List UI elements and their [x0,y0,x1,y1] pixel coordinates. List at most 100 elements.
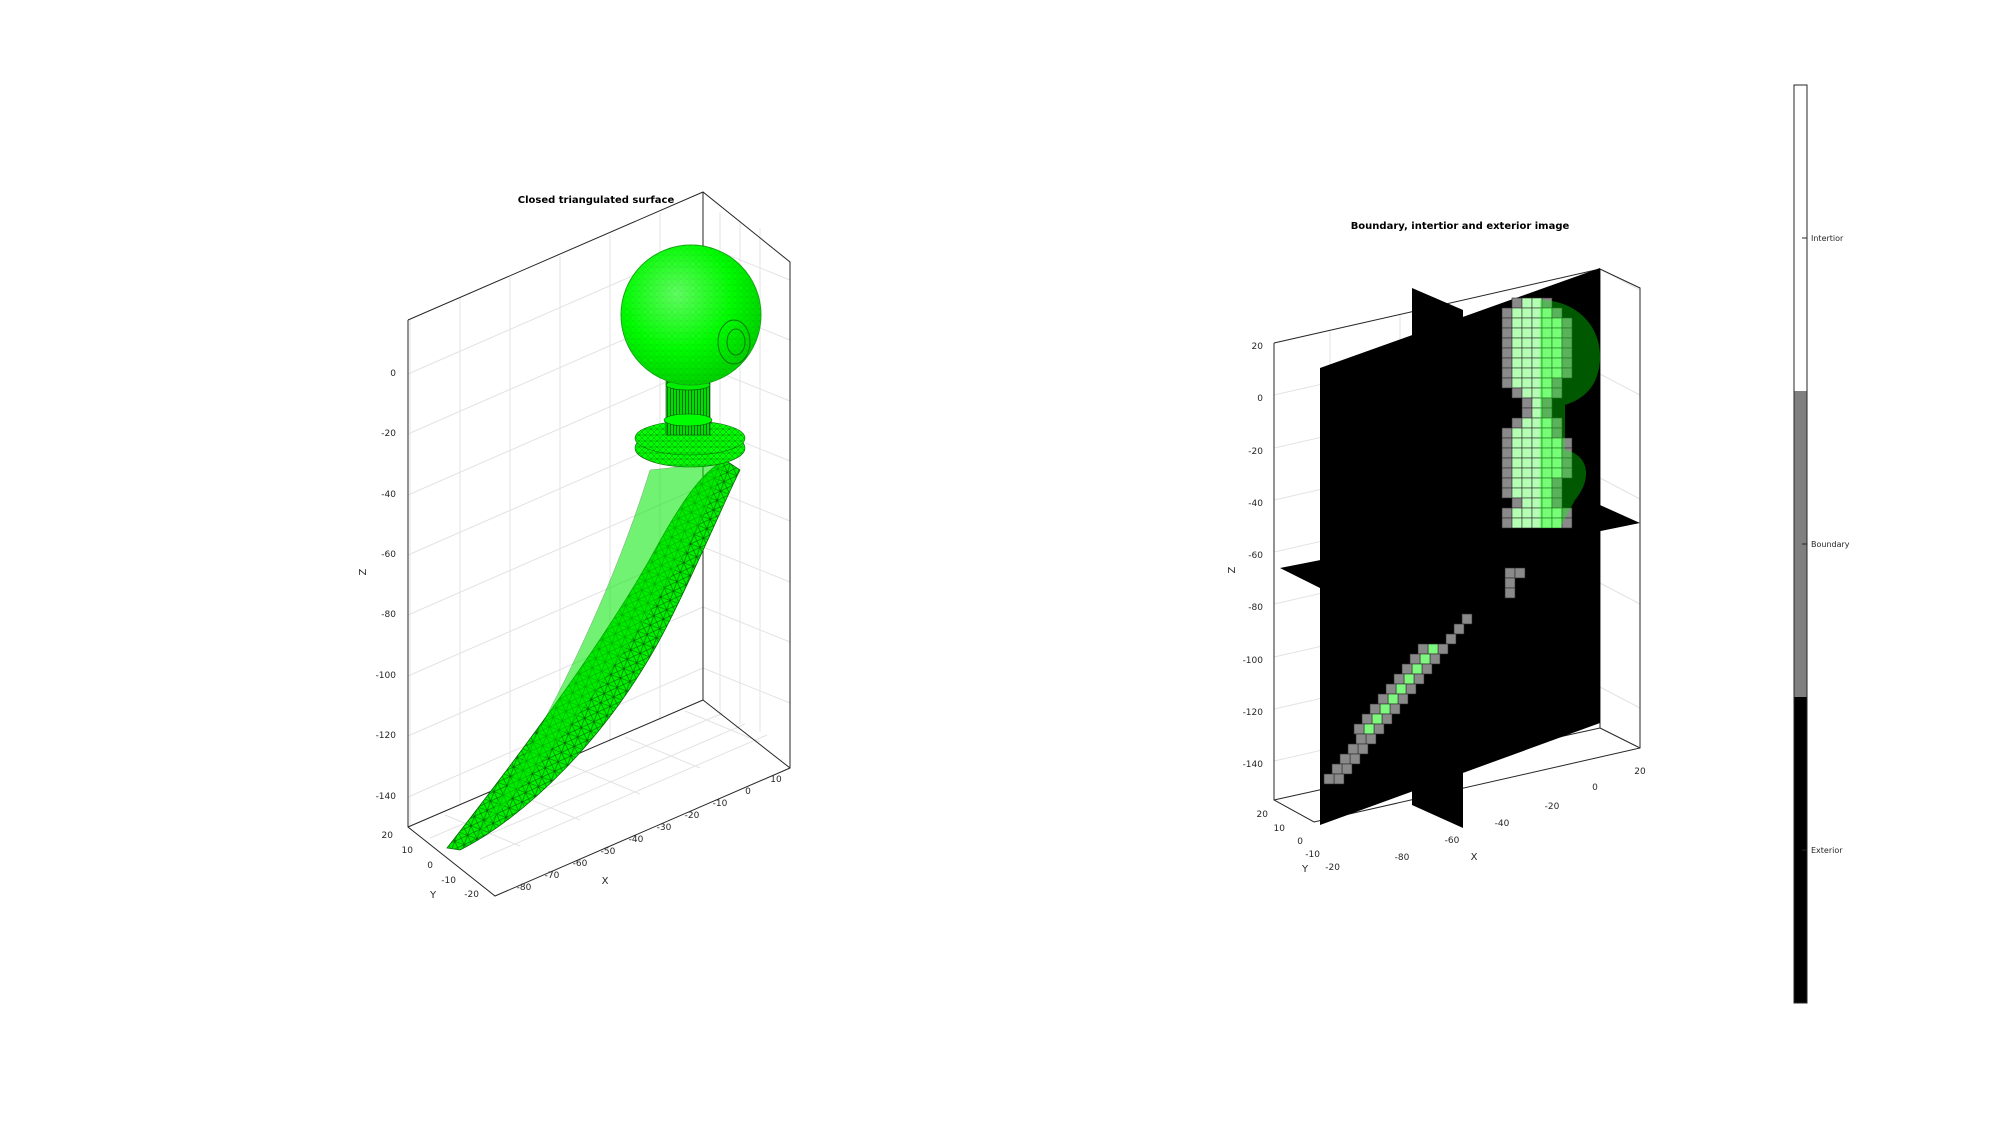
voxel-interior [1511,487,1523,499]
voxel-interior [1521,347,1533,359]
voxel-interior [1403,673,1415,685]
x-axis-label: X [1471,852,1478,863]
x-axis-label: X [602,876,609,887]
voxel-interior [1511,317,1523,329]
y-tick: -20 [464,890,479,900]
voxel-interior [1511,347,1523,359]
voxel-interior [1511,457,1523,469]
voxel-interior [1521,437,1533,449]
left-x-ticks: -80 -70 -60 -50 -40 -30 -20 -10 0 10 X [517,775,782,893]
right-x-ticks: -80 -60 -40 -20 0 20 X [1395,767,1646,863]
voxel-interior [1521,427,1533,439]
z-tick: -60 [1248,551,1263,561]
voxel-boundary [1341,763,1353,775]
voxel-boundary [1373,723,1385,735]
x-tick: -70 [545,871,560,881]
voxel-boundary [1501,457,1513,469]
voxel-boundary [1501,337,1513,349]
right-z-ticks: 20 0 -20 -40 -60 -80 -100 -120 -140 Z [1227,342,1263,770]
voxel-boundary [1339,753,1351,765]
colorbar-label: Exterior [1811,846,1843,855]
z-tick: -120 [1243,708,1264,718]
voxel-boundary [1511,497,1523,509]
z-tick: -120 [376,731,397,741]
voxel-boundary [1501,307,1513,319]
colorbar-label: Intertior [1811,234,1844,243]
z-tick: 20 [1252,342,1264,352]
x-tick: -20 [1545,802,1560,812]
voxel-interior [1427,643,1439,655]
voxel-boundary [1501,447,1513,459]
z-tick: -140 [376,792,397,802]
voxel-boundary [1381,713,1393,725]
voxel-boundary [1421,663,1433,675]
y-axis-label: Y [1301,864,1309,875]
voxel-interior [1511,327,1523,339]
voxel-boundary [1385,683,1397,695]
z-tick: -100 [1243,656,1264,666]
voxel-boundary [1511,417,1523,429]
voxel-boundary [1445,633,1457,645]
voxel-interior [1511,517,1523,529]
surface-overlay [1540,300,1601,528]
x-tick: -50 [601,847,616,857]
voxel-boundary [1377,693,1389,705]
z-tick: -80 [381,610,396,620]
y-tick: 20 [1257,810,1269,820]
voxel-boundary [1393,673,1405,685]
voxel-boundary [1361,713,1373,725]
voxel-boundary [1501,317,1513,329]
voxel-interior [1419,653,1431,665]
z-axis-label: Z [358,568,369,575]
colorbar-segment-intertior [1794,85,1807,391]
left-axes: Closed triangulated surface [358,191,791,901]
voxel-boundary [1405,683,1417,695]
voxel-interior [1521,297,1533,309]
voxel-boundary [1355,733,1367,745]
voxel-boundary [1453,623,1465,635]
y-tick: 20 [382,831,394,841]
colorbar-segment-exterior [1794,697,1807,1003]
voxel-boundary [1501,437,1513,449]
voxel-interior [1521,517,1533,529]
voxel-boundary [1501,347,1513,359]
voxel-interior [1521,477,1533,489]
voxel-interior [1521,417,1533,429]
voxel-interior [1521,307,1533,319]
voxel-interior [1387,693,1399,705]
voxel-boundary [1357,743,1369,755]
voxel-interior [1511,467,1523,479]
voxel-boundary [1353,723,1365,735]
voxel-interior [1521,487,1533,499]
voxel-interior [1521,317,1533,329]
voxel-boundary [1501,477,1513,489]
x-tick: -30 [657,823,672,833]
voxel-boundary [1511,297,1523,309]
voxel-interior [1521,387,1533,399]
voxel-interior [1395,683,1407,695]
voxel-interior [1511,427,1523,439]
voxel-boundary [1413,673,1425,685]
voxel-boundary [1521,397,1533,409]
voxel-boundary [1551,387,1563,399]
y-tick: 10 [402,846,414,856]
voxel-boundary [1501,367,1513,379]
voxel-cells [1323,297,1601,785]
voxel-interior [1379,703,1391,715]
voxel-interior [1521,497,1533,509]
voxel-boundary [1561,367,1573,379]
z-tick: -40 [381,490,396,500]
voxel-interior [1511,377,1523,389]
implant-surface [446,244,762,851]
x-tick: 0 [1592,783,1598,793]
colorbar-segment-boundary [1794,391,1807,697]
voxel-boundary [1437,643,1449,655]
voxel-boundary [1501,487,1513,499]
colorbar: Intertior Boundary Exterior [1793,84,1850,1004]
voxel-boundary [1417,643,1429,655]
right-y-ticks: 20 10 0 -10 -20 Y [1257,810,1341,875]
x-tick: 10 [770,775,782,785]
implant-stem-inner-face [469,461,726,846]
voxel-boundary [1397,693,1409,705]
voxel-interior [1521,457,1533,469]
